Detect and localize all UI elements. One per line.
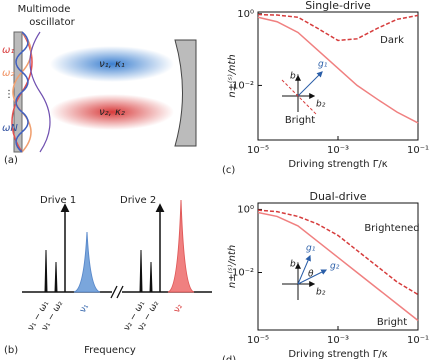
sideband — [139, 249, 153, 293]
inset-label: θ — [308, 270, 314, 280]
chart-title: Single-drive — [305, 0, 371, 12]
series-label: Bright — [285, 115, 315, 126]
panel-label: (b) — [4, 345, 18, 356]
inset-label: b₂ — [316, 288, 326, 298]
plot-frame — [257, 11, 419, 141]
inset-label: b₂ — [316, 100, 326, 110]
panel-label: (c) — [222, 165, 235, 176]
sideband — [44, 249, 58, 293]
axis-break — [110, 285, 124, 299]
panel-a: Multimode oscillator ω₁ ω₂ ⋮ ωN ν₁, κ₁ ν… — [2, 4, 197, 166]
chart-title: Dual-drive — [309, 190, 366, 203]
curved-mirror — [174, 39, 197, 147]
inset-vector — [297, 269, 328, 285]
panel-label: (a) — [4, 155, 18, 166]
x-axis-label: Frequency — [84, 345, 136, 356]
peak — [73, 231, 101, 293]
series-label: Bright — [377, 317, 407, 328]
y-tick-label: 10⁻² — [232, 80, 254, 91]
x-tick-label: 10⁻¹ — [407, 335, 429, 346]
panel-a-title: Multimode — [18, 4, 71, 15]
x-tick-label: 10⁻³ — [327, 335, 349, 346]
y-tick-label: 10⁻² — [232, 267, 254, 278]
mode-label: ω₁ — [2, 45, 14, 56]
y-axis-label: n±⁽ˢ⁾/nth — [227, 245, 238, 288]
mode-cloud — [50, 94, 174, 130]
series-line — [257, 211, 419, 322]
panel-b: Drive 1 Drive 2 ν₁ − ω₁ ν₁ − ω₂ ν₁ ν₂ − … — [4, 195, 212, 356]
inset-label: g₂ — [330, 262, 340, 272]
mode-label: ωN — [2, 123, 18, 134]
mode-cloud — [50, 46, 174, 82]
x-tick-label: 10⁻⁵ — [247, 335, 269, 346]
panel-label: (d) — [222, 355, 236, 360]
series-line — [257, 16, 419, 124]
series-label: Brightened — [364, 223, 419, 234]
y-axis-label: n±⁽ˢ⁾/nth — [227, 54, 238, 97]
inset-vector — [297, 71, 323, 97]
drive-label: Drive 1 — [40, 195, 76, 206]
x-axis-label: Driving strength Γ/κ — [288, 349, 387, 360]
x-tick-label: 10⁻¹ — [407, 145, 429, 156]
y-tick-label: 10⁰ — [237, 204, 254, 215]
mode-2-label: ν₂, κ₂ — [99, 107, 125, 118]
inset-label: b₁ — [290, 72, 300, 82]
mode-wave — [29, 31, 51, 153]
mode-1-label: ν₁, κ₁ — [99, 59, 125, 70]
peak-label: ν₂ — [172, 302, 185, 315]
peak — [167, 199, 195, 293]
inset-c: b₁ b₂ g₁ — [281, 60, 328, 115]
x-tick-label: 10⁻³ — [327, 145, 349, 156]
inset-vector — [297, 254, 311, 285]
x-tick-label: 10⁻⁵ — [247, 145, 269, 156]
y-tick-label: 10⁰ — [237, 9, 254, 20]
peak-label: ν₁ — [78, 302, 91, 315]
series-line — [257, 209, 419, 296]
drive-label: Drive 2 — [120, 195, 156, 206]
series-line — [257, 13, 419, 42]
inset-d: b₁ b₂ g₁ g₂ θ — [282, 244, 340, 300]
panel-a-title: oscillator — [29, 17, 75, 28]
inset-label: g₁ — [318, 60, 328, 70]
mode-wave — [15, 31, 29, 153]
inset-dark-axis — [281, 79, 317, 115]
mode-label: ω₂ — [2, 68, 14, 79]
x-axis-label: Driving strength Γ/κ — [288, 159, 387, 170]
inset-label: g₁ — [306, 244, 316, 254]
inset-label: b₁ — [290, 260, 300, 270]
mode-label: ⋮ — [4, 89, 14, 100]
series-label: Dark — [380, 35, 404, 46]
